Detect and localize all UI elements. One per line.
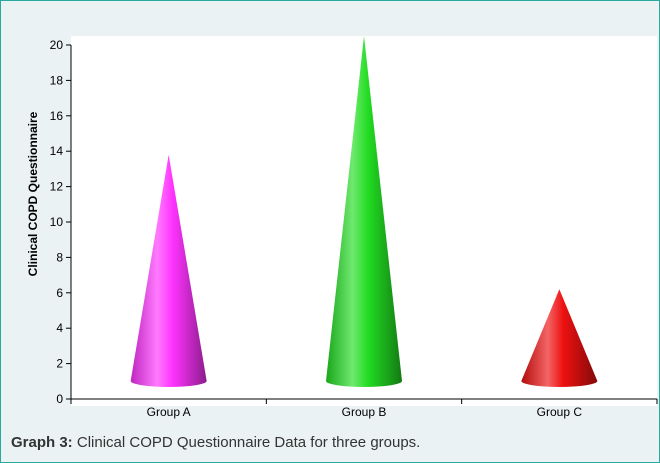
x-tick-label: Group B	[342, 405, 387, 419]
y-tick-label: 20	[50, 38, 64, 52]
y-tick-label: 2	[56, 357, 63, 371]
x-axis-ticks: Group A Group B Group C	[70, 399, 658, 419]
y-tick-label: 4	[56, 321, 63, 335]
y-tick-label: 16	[50, 109, 64, 123]
cone-bar-group-b	[326, 36, 402, 388]
y-tick-label: 6	[56, 286, 63, 300]
y-tick-label: 8	[56, 250, 63, 264]
x-tick-label: Group A	[147, 405, 191, 419]
y-tick-label: 12	[50, 180, 64, 194]
y-tick-label: 18	[50, 73, 64, 87]
y-axis-ticks: 0 2 4 6 8 10 12 14 16 18 20	[50, 38, 71, 406]
y-tick-label: 14	[50, 144, 64, 158]
y-tick-label: 10	[50, 215, 64, 229]
cone-series	[130, 36, 598, 388]
y-tick-label: 0	[56, 392, 63, 406]
figure-caption: Graph 3: Clinical COPD Questionnaire Dat…	[11, 434, 420, 451]
x-tick-label: Group C	[537, 405, 583, 419]
cone-bar-group-c	[521, 289, 598, 387]
caption-label: Graph 3:	[11, 434, 73, 451]
caption-text: Clinical COPD Questionnaire Data for thr…	[72, 434, 421, 451]
cone-bar-group-a	[130, 154, 207, 387]
y-axis-title: Clinical COPD Questionnaire	[26, 111, 40, 276]
